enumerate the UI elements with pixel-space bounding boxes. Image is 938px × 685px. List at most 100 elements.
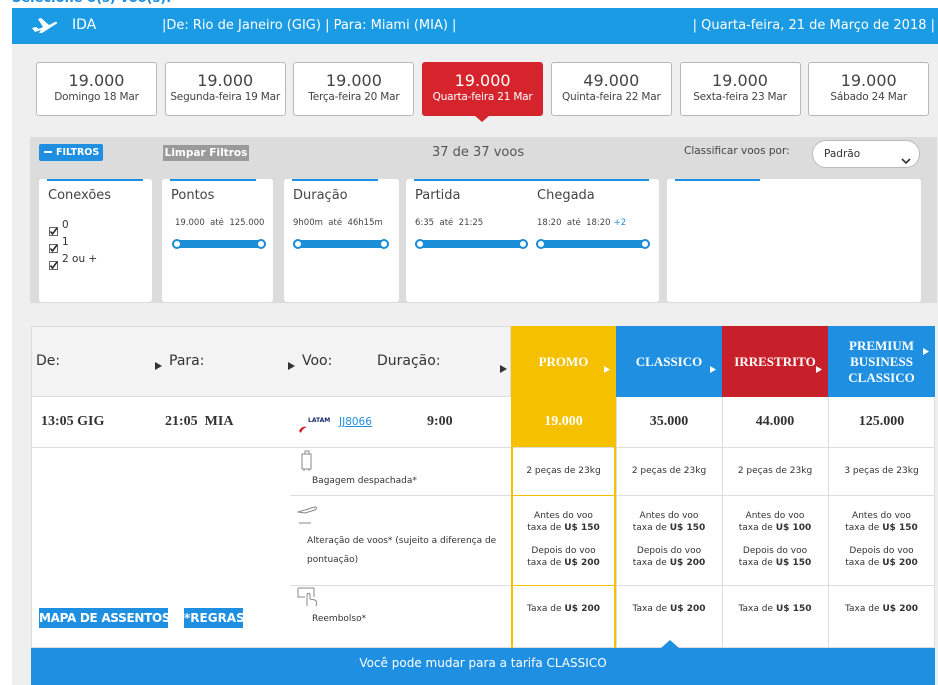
fee-value: U$ 150 <box>564 523 600 533</box>
fare-divider <box>828 585 935 586</box>
fee-value: U$ 200 <box>669 558 706 568</box>
column-header[interactable]: Voo: <box>288 353 332 370</box>
flight-number[interactable]: JJ8066 <box>339 416 372 428</box>
refund-fee: Taxa de U$ 200 <box>616 604 722 614</box>
option-label: 0 <box>62 219 69 231</box>
fare-name-text: PROMO <box>538 353 589 369</box>
checkbox-svg <box>49 244 58 253</box>
slider-track <box>415 240 528 248</box>
filter-box <box>667 179 921 302</box>
checkbox[interactable] <box>49 238 58 253</box>
fare-sort-arrow <box>710 358 716 373</box>
fee-prefix: taxa de <box>738 558 773 568</box>
airline-name: LATAM <box>308 417 331 424</box>
checkbox[interactable] <box>49 221 58 236</box>
fare-divider <box>722 495 828 496</box>
chevron <box>901 150 911 165</box>
fare-price[interactable]: 19.000 <box>511 397 616 447</box>
fare-header[interactable]: PREMIUM BUSINESS CLASSICO <box>828 326 935 397</box>
refund-prefix: Taxa de <box>845 604 880 614</box>
date-card[interactable]: 19.000 Sexta-feira 23 Mar <box>679 62 801 116</box>
date-card[interactable]: 19.000 Quarta-feira 21 Mar <box>422 62 544 116</box>
slider-handle[interactable] <box>379 239 389 249</box>
direction-label: IDA <box>72 17 97 33</box>
selected-pointer <box>474 115 491 122</box>
fare-column <box>511 397 616 648</box>
rules-button[interactable]: *REGRAS <box>184 608 245 628</box>
connection-option[interactable]: 0 <box>49 219 139 236</box>
table-header <box>31 326 511 397</box>
seat-map-button[interactable]: MAPA DE ASSENTOS <box>39 608 171 628</box>
fee-value: U$ 100 <box>775 523 812 533</box>
fare-column <box>828 397 935 648</box>
date-card[interactable]: 19.000 Terça-feira 20 Mar <box>293 62 415 116</box>
date-label: Segunda-feira 19 Mar <box>170 91 281 103</box>
column-header-text: Para: <box>169 353 205 369</box>
fee-prefix: taxa de <box>738 523 773 533</box>
filter-toggle-text: FILTROS <box>56 147 100 158</box>
range-slider[interactable] <box>172 239 266 249</box>
column-header[interactable]: Para: <box>155 353 205 370</box>
fare-header[interactable]: CLASSICO <box>616 326 722 397</box>
date-card[interactable]: 19.000 Domingo 18 Mar <box>36 62 157 116</box>
sort-arrow-shape <box>288 362 295 370</box>
clear-filters-button[interactable]: Limpar Filtros <box>163 145 249 161</box>
fare-header[interactable]: PROMO <box>511 326 616 397</box>
service-icon-shape <box>296 506 317 524</box>
fare-header[interactable]: IRRESTRITO <box>722 326 828 397</box>
fee-amount: taxa de U$ 200 <box>616 558 722 568</box>
slider-handle[interactable] <box>172 239 182 249</box>
sort-arrow-svg <box>155 362 162 370</box>
date-points: 19.000 <box>68 71 125 90</box>
date-card[interactable]: 49.000 Quinta-feira 22 Mar <box>550 62 672 116</box>
fare-name: CLASSICO <box>622 326 716 397</box>
fare-price[interactable]: 35.000 <box>649 414 689 429</box>
fare-price[interactable]: 44.000 <box>755 414 795 429</box>
fare-name: IRRESTRITO <box>728 326 822 397</box>
fee-when: Antes do voo <box>534 511 593 521</box>
slider-handle[interactable] <box>256 239 266 249</box>
fare-arrow-shape <box>710 366 716 373</box>
row-divider <box>31 447 935 448</box>
fare-arrow-svg <box>604 366 610 373</box>
slider-handle[interactable] <box>293 239 303 249</box>
range-slider[interactable] <box>415 239 528 249</box>
fare-arrow-svg <box>923 348 929 355</box>
filter-title: Partida <box>415 188 461 203</box>
connection-option[interactable]: 2 ou + <box>49 253 139 270</box>
range-slider[interactable] <box>536 239 650 249</box>
range-slider[interactable] <box>293 239 389 249</box>
checkbox[interactable] <box>49 255 58 270</box>
filter-title: Duração <box>293 188 348 203</box>
date-card[interactable]: 19.000 Sábado 24 Mar <box>808 62 930 116</box>
slider-handle[interactable] <box>536 239 546 249</box>
fare-arrow-svg <box>710 366 716 373</box>
service-icon <box>297 586 321 608</box>
refund-value: U$ 200 <box>882 604 918 614</box>
fare-name: PREMIUM BUSINESS CLASSICO <box>834 326 929 397</box>
fare-divider <box>828 495 935 496</box>
fare-price[interactable]: 125.000 <box>858 414 905 429</box>
arrival-extra: +2 <box>613 218 627 228</box>
column-header: Duração: <box>377 353 441 369</box>
filter-box-accent <box>675 179 760 181</box>
date-card[interactable]: 19.000 Segunda-feira 19 Mar <box>164 62 286 116</box>
fare-divider <box>616 585 722 586</box>
footer-banner[interactable]: Você pode mudar para a tarifa CLASSICO <box>31 648 935 685</box>
slider-handle[interactable] <box>640 239 650 249</box>
slider-handle[interactable] <box>415 239 425 249</box>
filter-toggle[interactable]: FILTROS <box>39 144 103 161</box>
fare-column <box>722 397 828 648</box>
fare-divider <box>511 495 616 496</box>
page-heading: Selecione o(s) voo(s): <box>12 0 171 6</box>
service-icon-shape <box>301 450 312 471</box>
connection-option[interactable]: 1 <box>49 236 139 253</box>
fee-amount: taxa de U$ 150 <box>828 523 935 533</box>
date-points: 19.000 <box>325 71 382 90</box>
date-points: 49.000 <box>583 71 640 90</box>
slider-handle[interactable] <box>518 239 528 249</box>
sort-select[interactable]: Padrão <box>812 140 920 168</box>
sort-arrow[interactable] <box>500 358 507 373</box>
departure-time: 13:05 GIG <box>41 414 105 429</box>
